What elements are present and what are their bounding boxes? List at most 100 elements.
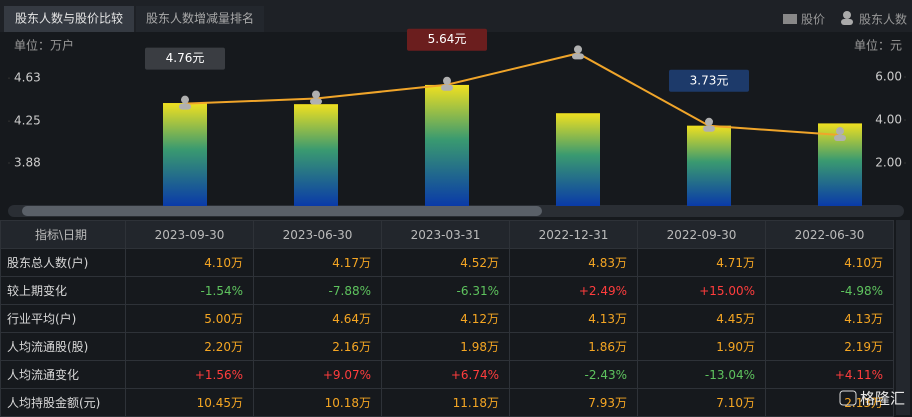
marker-icon xyxy=(836,127,844,136)
legend-icon xyxy=(841,19,853,25)
table-row: 人均流通变化 +1.56% +9.07% +6.74% -2.43% -13.04% +4.… xyxy=(0,360,894,389)
table-row: 股东总人数(户) 4.10万 4.17万 4.52万 4.83万 4.71万 4.10万 xyxy=(0,248,894,277)
chart: 股东人数与股价比较 股东人数增减量排名 股价 股东人数 单位：万户 单位：元 3… xyxy=(4,6,908,217)
tab-active[interactable] xyxy=(4,6,134,32)
cell: -4.98% xyxy=(765,276,894,305)
marker-icon xyxy=(572,53,584,60)
y-tick-label: 4.63 xyxy=(14,71,41,85)
bar xyxy=(556,113,600,206)
cell: 1.86万 xyxy=(509,332,638,361)
table-row: 较上期变化 -1.54% -7.88% -6.31% +2.49% +15.00% -4.9… xyxy=(0,276,894,305)
cell: 4.52万 xyxy=(381,248,510,277)
header-cell: 2022-06-30 xyxy=(765,220,894,249)
legend-label[interactable]: 股东人数 xyxy=(859,12,907,27)
tab-inactive[interactable] xyxy=(136,6,264,32)
header-cell: 2023-09-30 xyxy=(125,220,254,249)
tooltip-box xyxy=(669,69,749,92)
y2-tick-label: 2.00 xyxy=(875,156,902,170)
tooltip-box xyxy=(145,47,225,70)
header-row: 指标\日期 2023-09-30 2023-06-30 2023-03-31 2022-… xyxy=(0,220,894,249)
cell: 1.90万 xyxy=(637,332,766,361)
cell: +9.07% xyxy=(253,360,382,389)
cell: +4.11% xyxy=(765,360,894,389)
y-tick-label: 4.25 xyxy=(14,114,41,128)
row-label: 较上期变化 xyxy=(0,276,126,305)
table-row: 人均持股金额(元) 10.45万 10.18万 11.18万 7.93万 7.10万 2.1… xyxy=(0,388,894,417)
cell: 4.13万 xyxy=(509,304,638,333)
header-cell: 指标\日期 xyxy=(0,220,126,249)
cell: 5.00万 xyxy=(125,304,254,333)
table-row: 人均流通股(股) 2.20万 2.16万 1.98万 1.86万 1.90万 2.19万 xyxy=(0,332,894,361)
cell: 1.98万 xyxy=(381,332,510,361)
header-cell: 2022-12-31 xyxy=(509,220,638,249)
cell: 2.13万 xyxy=(765,388,894,417)
legend-label[interactable]: 股价 xyxy=(801,13,825,27)
cell: 2.20万 xyxy=(125,332,254,361)
cell: 4.12万 xyxy=(381,304,510,333)
marker-icon xyxy=(181,95,189,104)
header-cell: 2023-06-30 xyxy=(253,220,382,249)
cell: 7.10万 xyxy=(637,388,766,417)
marker-icon xyxy=(705,117,713,126)
legend-icon xyxy=(843,11,851,19)
cell: 4.45万 xyxy=(637,304,766,333)
row-label: 人均持股金额(元) xyxy=(0,388,126,417)
marker-icon xyxy=(443,76,451,85)
cell: -7.88% xyxy=(253,276,382,305)
cell: -2.43% xyxy=(509,360,638,389)
cell: 4.10万 xyxy=(125,248,254,277)
table-scrollbar xyxy=(896,220,910,415)
tooltip-box xyxy=(407,28,487,51)
cell: 4.13万 xyxy=(765,304,894,333)
legend-icon xyxy=(783,14,797,24)
marker-icon xyxy=(310,98,322,105)
price-line xyxy=(184,52,841,137)
cell: 10.45万 xyxy=(125,388,254,417)
row-label: 股东总人数(户) xyxy=(0,248,126,277)
cell: +6.74% xyxy=(381,360,510,389)
y2-axis-label: 单位：元 xyxy=(854,38,902,53)
cell: 2.16万 xyxy=(253,332,382,361)
cell: -1.54% xyxy=(125,276,254,305)
bar xyxy=(294,104,338,206)
y-axis-label: 单位：万户 xyxy=(14,38,74,53)
header-cell: 2022-09-30 xyxy=(637,220,766,249)
row-label: 人均流通变化 xyxy=(0,360,126,389)
row-label: 行业平均(户) xyxy=(0,304,126,333)
bar xyxy=(425,84,469,206)
scrollbar-thumb[interactable] xyxy=(22,206,542,216)
cell: 7.93万 xyxy=(509,388,638,417)
y2-tick-label: 6.00 xyxy=(875,70,902,84)
cell: -13.04% xyxy=(637,360,766,389)
marker-icon xyxy=(179,103,191,110)
cell: 4.10万 xyxy=(765,248,894,277)
bar xyxy=(163,103,207,206)
cell: 10.18万 xyxy=(253,388,382,417)
y2-tick-label: 4.00 xyxy=(875,113,902,127)
tab[interactable]: 股东人数增减量排名 xyxy=(146,11,254,26)
cell: +2.49% xyxy=(509,276,638,305)
row-label: 人均流通股(股) xyxy=(0,332,126,361)
cell: +1.56% xyxy=(125,360,254,389)
cell: +15.00% xyxy=(637,276,766,305)
cell: 4.83万 xyxy=(509,248,638,277)
table-row: 行业平均(户) 5.00万 4.64万 4.12万 4.13万 4.45万 4.13万 xyxy=(0,304,894,333)
cell: 4.64万 xyxy=(253,304,382,333)
cell: -6.31% xyxy=(381,276,510,305)
data-label: 5.64元 xyxy=(428,32,467,46)
bar xyxy=(687,125,731,206)
marker-icon xyxy=(834,135,846,142)
cell: 2.19万 xyxy=(765,332,894,361)
marker-icon xyxy=(441,84,453,91)
data-label: 4.76元 xyxy=(166,51,205,65)
tab[interactable]: 股东人数与股价比较 xyxy=(15,11,123,26)
data-label: 3.73元 xyxy=(690,73,729,87)
marker-icon xyxy=(312,90,320,99)
y-tick-label: 3.88 xyxy=(14,156,41,170)
cell: 11.18万 xyxy=(381,388,510,417)
header-cell: 2023-03-31 xyxy=(381,220,510,249)
cell: 4.71万 xyxy=(637,248,766,277)
marker-icon xyxy=(703,125,715,132)
data-table: 指标\日期 2023-09-30 2023-06-30 2023-03-31 2022-… xyxy=(0,220,894,417)
